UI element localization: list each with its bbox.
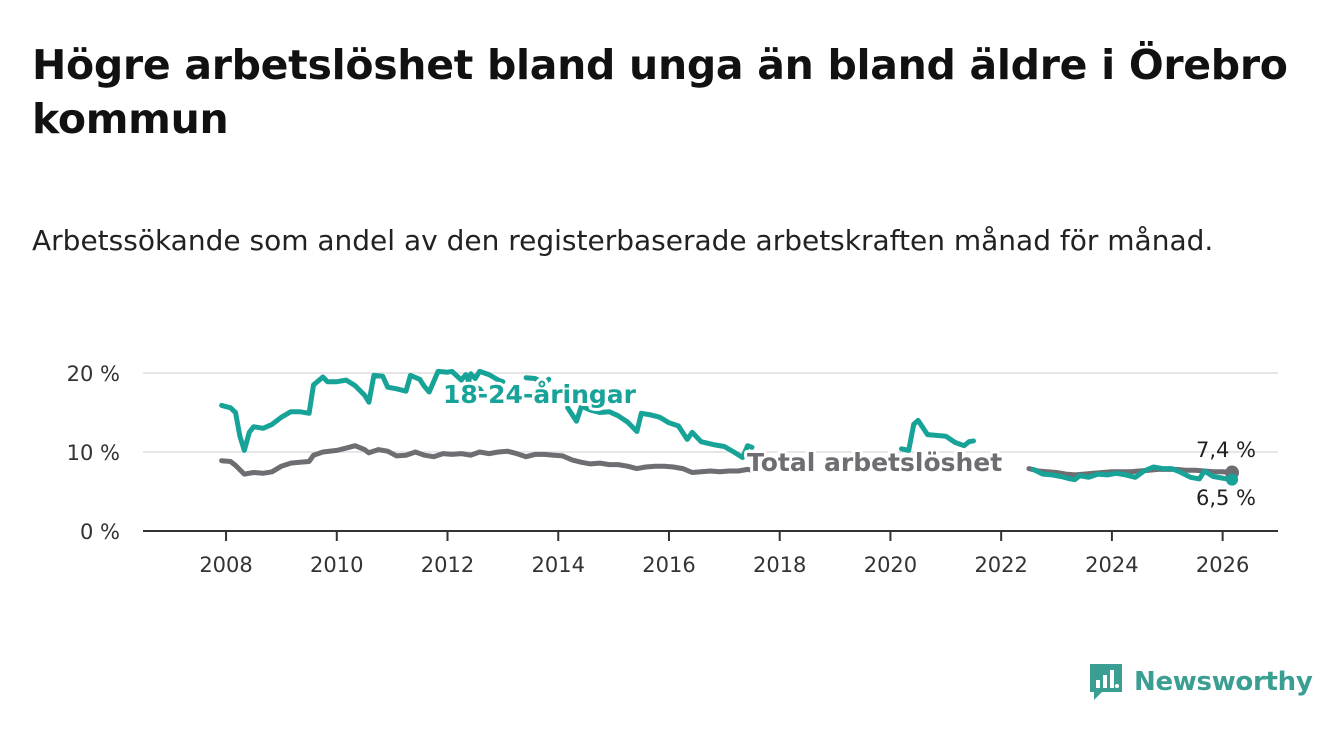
chart-subtitle: Arbetssökande som andel av den registerb… xyxy=(32,224,1214,257)
youth-end-value: 6,5 % xyxy=(1196,486,1256,510)
brand-logo: Newsworthy xyxy=(1088,660,1313,704)
x-tick-label: 2022 xyxy=(974,553,1027,577)
x-tick-label: 2008 xyxy=(199,553,252,577)
total-end-value: 7,4 % xyxy=(1196,438,1256,462)
total-series-line-segment xyxy=(1026,466,1235,478)
axes: 0 % 10 % 20 % 2008 2010 2012 2014 2016 2018 2020 2… xyxy=(67,362,1278,577)
x-tick-label: 2016 xyxy=(642,553,695,577)
youth-series-line-segment xyxy=(565,403,755,460)
x-tick-label: 2026 xyxy=(1196,553,1249,577)
y-tick-label: 10 % xyxy=(67,441,120,465)
y-tick-label: 0 % xyxy=(80,520,120,544)
x-tick-label: 2014 xyxy=(532,553,585,577)
youth-series-line xyxy=(219,368,488,453)
youth-series-line-segment xyxy=(899,417,976,453)
youth-series-line-segment xyxy=(463,368,506,393)
x-tick-label: 2012 xyxy=(421,553,474,577)
line-chart: 0 % 10 % 20 % 2008 2010 2012 2014 2016 2018 2020 2… xyxy=(67,362,1278,577)
chart-title: Högre arbetslöshet bland unga än bland ä… xyxy=(32,41,1288,143)
x-tick-label: 2024 xyxy=(1085,553,1138,577)
x-tick-label: 2020 xyxy=(864,553,917,577)
series xyxy=(219,368,1235,483)
x-tick-label: 2018 xyxy=(753,553,806,577)
youth-end-dot xyxy=(1226,473,1239,486)
brand-name: Newsworthy xyxy=(1134,667,1313,697)
newsworthy-logo-icon xyxy=(1090,664,1122,700)
youth-series-line-segment xyxy=(523,375,552,386)
series-label-total: Total arbetslöshet xyxy=(747,448,1002,477)
series-label-youth: 18-24-åringar xyxy=(443,380,637,409)
labels: 18-24-åringar Total arbetslöshet 7,4 % 6,5 … xyxy=(440,377,1256,510)
total-series-line xyxy=(219,443,759,477)
y-tick-label: 20 % xyxy=(67,362,120,386)
x-tick-label: 2010 xyxy=(310,553,363,577)
youth-series-line-segment xyxy=(1030,464,1235,483)
